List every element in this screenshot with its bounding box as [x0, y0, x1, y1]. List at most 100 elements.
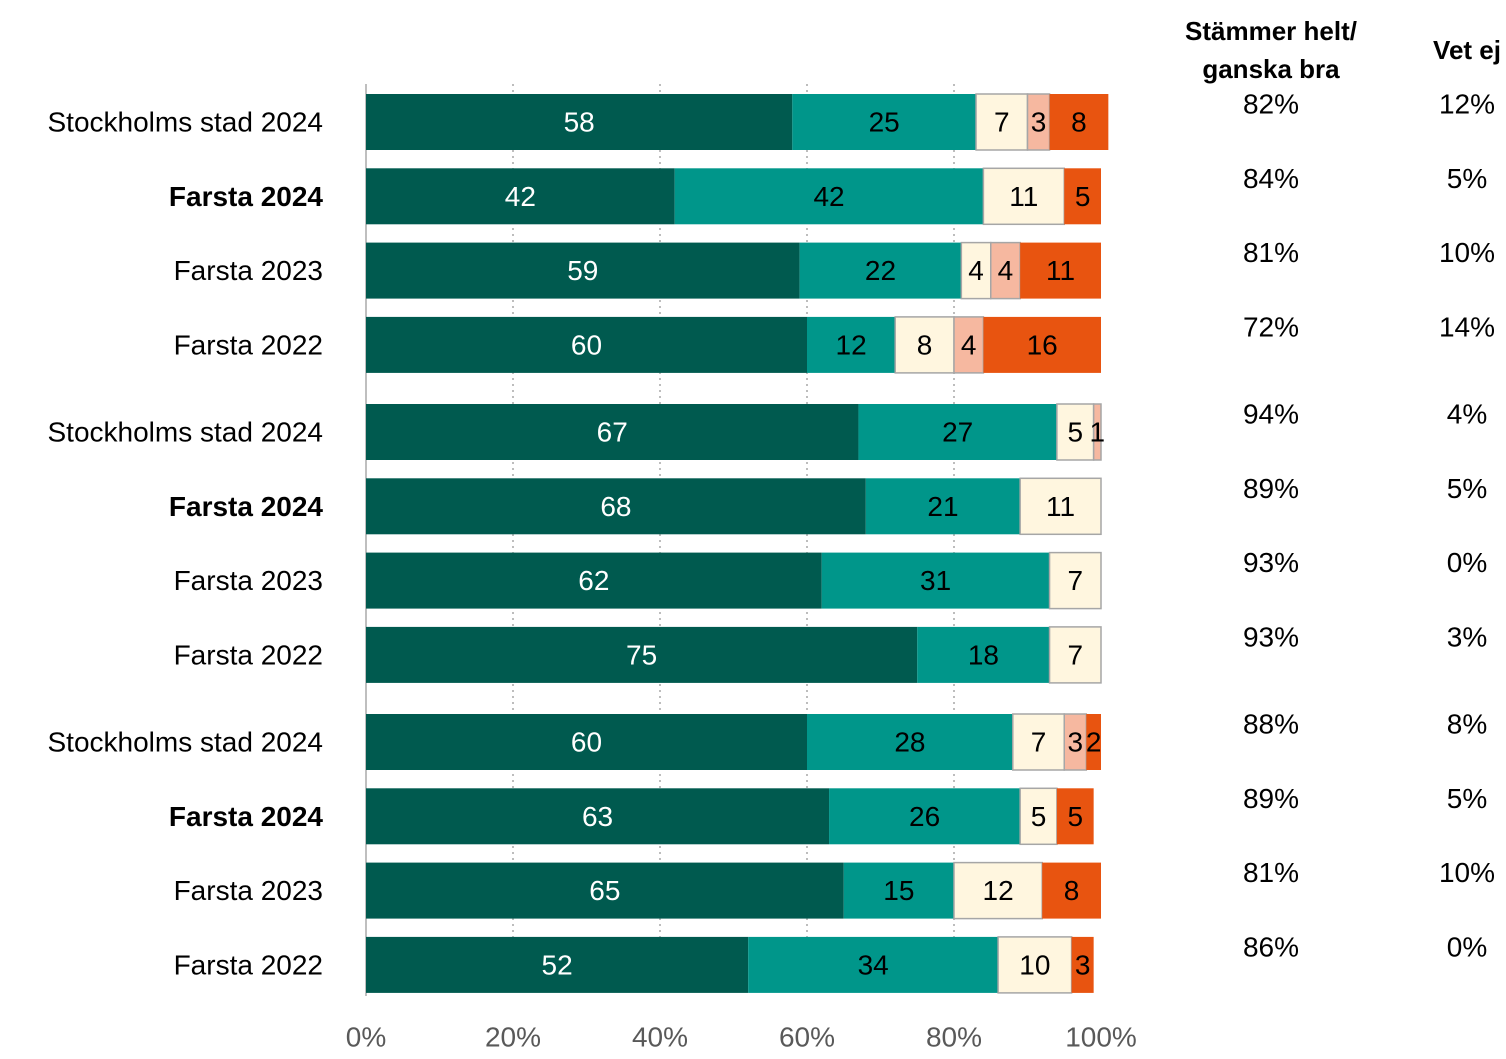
data-label: 8: [1064, 875, 1080, 906]
data-label: 75: [626, 639, 657, 670]
bar-segment: [1012, 713, 1065, 771]
data-label: 5: [1067, 417, 1083, 448]
data-label: 59: [567, 255, 598, 286]
bar-segment: [858, 404, 1057, 460]
agree-value: 86%: [1243, 931, 1299, 962]
bar-segment: [366, 552, 822, 609]
data-label: 31: [920, 565, 951, 596]
header-agree-line2: ganska bra: [1202, 54, 1340, 84]
header-dont-know: Vet ej: [1433, 35, 1501, 65]
bar-segment: [997, 936, 1073, 994]
bar-segment: [366, 714, 807, 770]
bar-segment: [799, 242, 962, 299]
row-label: Farsta 2022: [174, 949, 323, 980]
bar-segment: [792, 94, 977, 150]
bar-segment: [366, 626, 918, 683]
bar-segment: [366, 242, 800, 299]
row-label: Stockholms stad 2024: [48, 417, 324, 448]
bar-segment: [843, 862, 954, 919]
bar-segment: [366, 404, 859, 460]
header-agree-line1: Stämmer helt/: [1185, 16, 1357, 46]
data-label: 34: [858, 949, 889, 980]
data-label: 18: [968, 639, 999, 670]
row-label: Farsta 2024: [169, 491, 324, 522]
data-label: 7: [1067, 639, 1083, 670]
dont-know-value: 0%: [1447, 547, 1487, 578]
data-label: 68: [600, 491, 631, 522]
bar-segment: [983, 316, 1101, 373]
data-label: 2: [1086, 727, 1102, 758]
bar-segment: [1019, 477, 1102, 536]
data-label: 16: [1027, 329, 1058, 360]
bar-segment: [990, 241, 1021, 300]
agree-value: 89%: [1243, 783, 1299, 814]
dont-know-value: 14%: [1439, 311, 1495, 342]
data-label: 8: [917, 329, 933, 360]
dont-know-value: 4%: [1447, 399, 1487, 430]
data-label: 3: [1067, 727, 1083, 758]
bar-segment: [1049, 94, 1109, 150]
data-label: 7: [1031, 727, 1047, 758]
data-label: 11: [1009, 181, 1038, 212]
bar-segment: [366, 478, 866, 535]
bar-segment: [1064, 168, 1101, 225]
agree-value: 89%: [1243, 473, 1299, 504]
bar-segment: [1056, 403, 1095, 461]
bar-segment: [366, 316, 807, 373]
data-label: 63: [582, 801, 613, 832]
data-label: 5: [1067, 801, 1083, 832]
data-label: 3: [1075, 949, 1091, 980]
data-label: 3: [1031, 107, 1047, 138]
bar-segment: [1042, 862, 1101, 919]
bar-segment: [1092, 403, 1102, 461]
data-label: 25: [869, 107, 900, 138]
x-tick-label: 0%: [346, 1022, 386, 1053]
dont-know-value: 10%: [1439, 857, 1495, 888]
x-tick-label: 60%: [779, 1022, 835, 1053]
data-label: 12: [836, 329, 867, 360]
data-label: 42: [505, 181, 536, 212]
dont-know-value: 5%: [1447, 163, 1487, 194]
data-label: 5: [1031, 801, 1047, 832]
bar-segment: [1019, 787, 1058, 846]
data-label: 11: [1046, 491, 1075, 522]
agree-value: 93%: [1243, 621, 1299, 652]
data-label: 11: [1046, 255, 1075, 286]
data-label: 52: [542, 949, 573, 980]
bar-segment: [366, 936, 749, 993]
data-label: 5: [1075, 181, 1091, 212]
data-label: 1: [1090, 417, 1106, 448]
agree-value: 93%: [1243, 547, 1299, 578]
bar-segment: [1056, 788, 1094, 845]
bar-segment: [821, 552, 1050, 609]
dont-know-value: 3%: [1447, 621, 1487, 652]
dont-know-value: 5%: [1447, 783, 1487, 814]
bar-segment: [748, 936, 999, 993]
data-label: 22: [865, 255, 896, 286]
bar-segment: [1048, 626, 1102, 684]
dont-know-value: 5%: [1447, 473, 1487, 504]
dont-know-value: 12%: [1439, 89, 1495, 120]
data-label: 10: [1019, 949, 1050, 980]
data-label: 65: [589, 875, 620, 906]
agree-value: 82%: [1243, 89, 1299, 120]
row-label: Farsta 2023: [174, 875, 323, 906]
bar-segment: [1086, 714, 1101, 770]
data-label: 60: [571, 329, 602, 360]
row-label: Farsta 2024: [169, 181, 324, 212]
agree-value: 94%: [1243, 399, 1299, 430]
bar-segment: [1048, 551, 1102, 610]
bar-segment: [1020, 242, 1101, 299]
bar-segment: [865, 478, 1021, 535]
bar-segment: [982, 167, 1066, 226]
row-label: Farsta 2024: [169, 801, 324, 832]
bar-segment: [366, 862, 844, 919]
data-label: 60: [571, 727, 602, 758]
row-label: Farsta 2023: [174, 565, 323, 596]
data-label: 4: [968, 255, 984, 286]
dont-know-value: 0%: [1447, 931, 1487, 962]
data-label: 15: [883, 875, 914, 906]
x-tick-label: 40%: [632, 1022, 688, 1053]
